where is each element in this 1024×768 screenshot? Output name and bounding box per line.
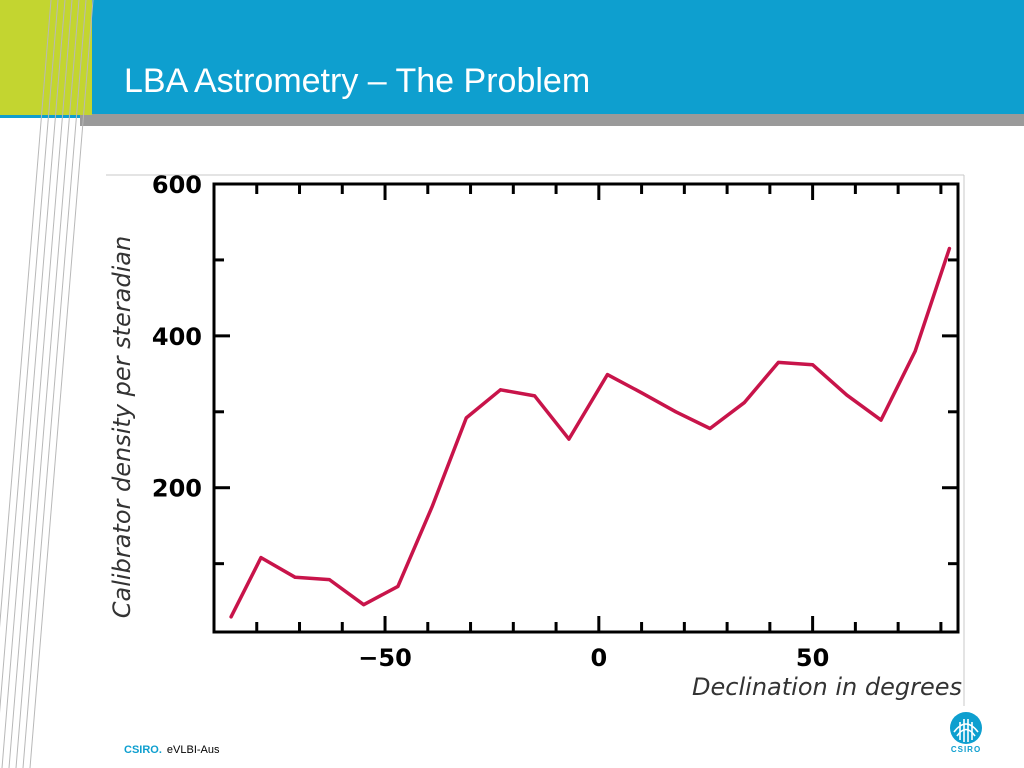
data-point — [845, 393, 849, 397]
data-point — [396, 584, 400, 588]
data-point — [913, 349, 917, 353]
csiro-logo-icon — [950, 712, 982, 744]
data-point — [674, 410, 678, 414]
y-tick-label: 200 — [152, 475, 202, 503]
data-point — [464, 416, 468, 420]
data-point — [362, 603, 366, 607]
data-point — [776, 360, 780, 364]
ticks — [214, 182, 958, 632]
data-point — [708, 427, 712, 431]
slide-title: LBA Astrometry – The Problem — [124, 62, 591, 100]
data-point — [229, 615, 233, 619]
tick-labels: −50 0 50 200 400 600 — [152, 174, 829, 672]
data-point — [879, 418, 883, 422]
decorative-lines — [0, 0, 94, 768]
y-tick-label: 600 — [152, 174, 202, 199]
y-tick-label: 400 — [152, 323, 202, 351]
logo-text: CSIRO — [950, 745, 982, 754]
header-underline — [80, 114, 1024, 126]
data-point — [567, 437, 571, 441]
data-point — [640, 391, 644, 395]
footer-brand: CSIRO. — [124, 744, 162, 756]
x-axis-label: Declination in degrees — [692, 673, 962, 701]
header-bar — [0, 0, 1024, 118]
data-point — [811, 363, 815, 367]
data-point — [498, 388, 502, 392]
plot-frame — [212, 182, 960, 634]
data-point — [742, 401, 746, 405]
x-tick-label: 0 — [590, 644, 607, 672]
footer: CSIRO. eVLBI-Aus — [124, 744, 220, 756]
data-point — [533, 394, 537, 398]
data-point — [430, 505, 434, 509]
x-tick-label: 50 — [796, 644, 829, 672]
y-axis-label: Calibrator density per steradian — [108, 236, 136, 618]
data-points — [229, 247, 951, 619]
data-point — [259, 556, 263, 560]
chart: −50 0 50 200 400 600 Calibrator density per s… — [106, 174, 966, 706]
data-point — [947, 247, 951, 251]
data-point — [327, 578, 331, 582]
footer-text: eVLBI-Aus — [166, 744, 220, 756]
data-point — [293, 575, 297, 579]
x-tick-label: −50 — [358, 644, 412, 672]
series-line — [229, 246, 952, 619]
chart-svg: −50 0 50 200 400 600 Calibrator density per s… — [106, 174, 965, 706]
data-point — [605, 373, 609, 377]
